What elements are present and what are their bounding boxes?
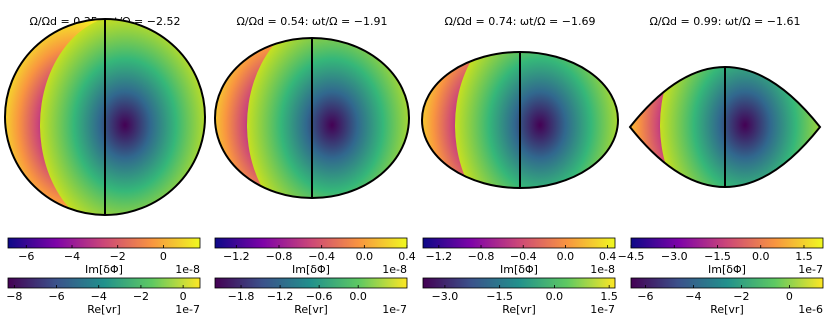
field-right-core — [660, 67, 820, 187]
colorbar-tick-label: −2 — [110, 250, 126, 263]
field-image — [630, 67, 820, 187]
colorbar-label: Re[vr] — [502, 303, 536, 316]
colorbar — [214, 277, 408, 289]
colorbar-tick-label: −4 — [64, 250, 80, 263]
colorbar-tick-label: 0 — [160, 250, 167, 263]
colorbar-tick-label: −4 — [685, 290, 701, 303]
colorbar-tick-label: −0.8 — [266, 250, 293, 263]
colorbar-tick-label: −1.5 — [486, 290, 513, 303]
field-right-core — [247, 37, 409, 199]
colorbar-tick-label: 0 — [180, 290, 187, 303]
colorbar-label: Re[vr] — [87, 303, 121, 316]
colorbar-tick-label: −0.4 — [510, 250, 537, 263]
colorbar-label: Im[δΦ] — [708, 263, 746, 276]
colorbar-label: Im[δΦ] — [85, 263, 123, 276]
panel-title: Ω/Ωd = 0.54: ωt/Ω = −1.91 — [237, 15, 388, 28]
colorbar-tick-label: −1.2 — [223, 250, 250, 263]
field-outline — [213, 37, 411, 199]
colorbar-offset: 1e-8 — [382, 263, 407, 276]
colorbar-offset: 1e-7 — [590, 303, 615, 316]
panel-title: Ω/Ωd = 0.99: ωt/Ω = −1.61 — [650, 15, 801, 28]
colorbar-tick-label: −0.4 — [308, 250, 335, 263]
colorbar-offset: 1e-8 — [175, 263, 200, 276]
colorbar-tick-label: 1.5 — [795, 250, 813, 263]
colorbar-label: Im[δΦ] — [292, 263, 330, 276]
colorbar — [630, 277, 824, 289]
colorbar — [7, 237, 201, 249]
field-outline — [628, 66, 822, 188]
colorbar-tick-label: 0.4 — [398, 250, 416, 263]
colorbar-offset: 1e-7 — [175, 303, 200, 316]
colorbar-label: Re[vr] — [294, 303, 328, 316]
colorbar-offset: 1e-8 — [590, 263, 615, 276]
colorbar-tick-label: 0.0 — [557, 250, 575, 263]
colorbar-offset: 1e-7 — [382, 303, 407, 316]
field-outline — [420, 51, 620, 189]
colorbar-label: Re[vr] — [710, 303, 744, 316]
colorbar-tick-label: −1.8 — [228, 290, 255, 303]
field-right-core — [40, 19, 205, 215]
colorbar-tick-label: 0.0 — [752, 250, 770, 263]
colorbar-tick-label: −0.8 — [468, 250, 495, 263]
panel-title: Ω/Ωd = 0.74: ωt/Ω = −1.69 — [445, 15, 596, 28]
colorbar-tick-label: −2 — [133, 290, 149, 303]
colorbar-tick-label: −1.5 — [704, 250, 731, 263]
colorbar-tick-label: 0.0 — [546, 290, 564, 303]
field-right-core — [455, 52, 618, 188]
colorbar-tick-label: −4.5 — [618, 250, 645, 263]
colorbar — [214, 237, 408, 249]
field-image — [5, 19, 205, 215]
colorbar-tick-label: −0.6 — [306, 290, 333, 303]
colorbar-tick-label: −3.0 — [432, 290, 459, 303]
colorbar-tick-label: 0 — [786, 290, 793, 303]
colorbar-tick-label: −8 — [6, 290, 22, 303]
colorbar-tick-label: −1.2 — [425, 250, 452, 263]
colorbar-offset: 1e-6 — [798, 303, 823, 316]
colorbar-offset: 1e-7 — [798, 263, 823, 276]
colorbar-tick-label: 0.0 — [349, 290, 367, 303]
colorbar — [422, 237, 616, 249]
colorbar — [630, 237, 824, 249]
colorbar — [422, 277, 616, 289]
colorbar-tick-label: −3.0 — [661, 250, 688, 263]
colorbar-tick-label: −2 — [733, 290, 749, 303]
colorbar-tick-label: −6 — [637, 290, 653, 303]
colorbar-tick-label: −6 — [18, 250, 34, 263]
colorbar-tick-label: 0.0 — [356, 250, 374, 263]
colorbar-tick-label: 1.5 — [600, 290, 618, 303]
colorbar-tick-label: −4 — [91, 290, 107, 303]
field-outline — [3, 18, 207, 216]
colorbar-label: Im[δΦ] — [500, 263, 538, 276]
colorbar — [7, 277, 201, 289]
colorbar-tick-label: 0.4 — [599, 250, 617, 263]
colorbar-tick-label: −6 — [48, 290, 64, 303]
colorbar-tick-label: −1.2 — [267, 290, 294, 303]
